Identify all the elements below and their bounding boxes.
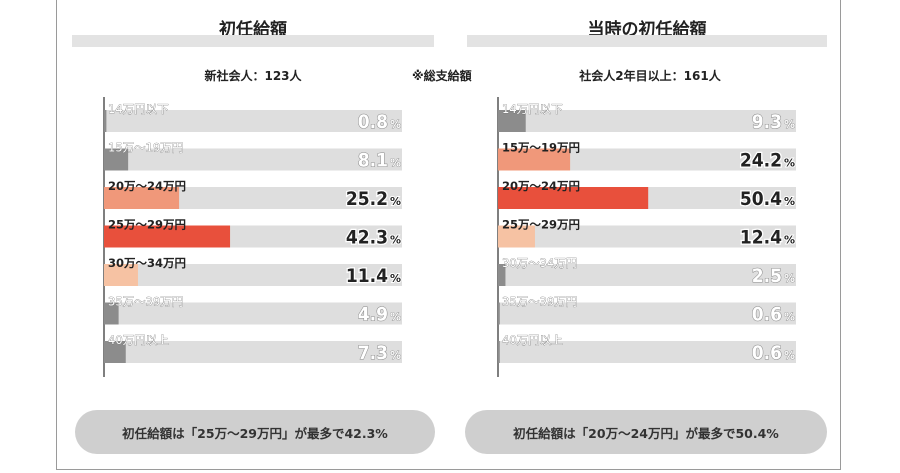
data-label: 12.4 [740,227,782,249]
data-label: 50.4 [740,188,782,210]
data-label: 24.2 [740,150,782,172]
category-label: 35万～39万円 [502,295,577,309]
left-title-underline [72,35,434,47]
left-chart-subtitle: 新社会人：123人 [204,69,302,83]
bar [498,225,535,248]
category-label: 15万～19万円 [108,141,183,155]
bar-track [104,302,402,325]
bar-track [104,264,402,286]
category-label: 30万～34万円 [108,256,186,270]
data-label-unit: % [784,157,795,170]
right-summary-pill: 初任給額は「20万～24万円」が最多で50.4% [465,410,827,454]
data-label: 0.8 [358,111,388,133]
data-label-unit: % [784,311,795,324]
bar-track [498,148,796,171]
data-label: 0.6 [752,342,782,364]
right-chart-subtitle: 社会人2年目以上：161人 [579,69,721,83]
category-label: 40万円以上 [108,333,169,347]
bar [498,302,500,325]
bar [498,264,506,286]
left-bar-chart: 14万円以下 0.8 % 15万～19万円 8.1 % 20万～24万円 25.2 % 25万～2… [103,97,402,377]
data-label: 4.9 [358,304,388,326]
data-label-unit: % [390,157,401,170]
left-summary-pill: 初任給額は「25万～29万円」が最多で42.3% [75,410,435,454]
bar-track [498,264,796,286]
data-label-unit: % [390,311,401,324]
data-label-unit: % [784,118,795,131]
bar [104,110,107,132]
bar [104,187,180,209]
data-label: 2.5 [752,265,782,287]
data-label-unit: % [784,349,795,362]
data-label: 0.6 [752,304,782,326]
bar [498,148,571,171]
bar-track [498,302,796,325]
bar-track [104,110,402,132]
category-label: 25万～29万円 [108,218,186,232]
right-bar-chart: 14万円以下 9.3 % 15万～19万円 24.2 % 20万～24万円 50.4 % 25万～… [497,97,796,377]
data-label: 7.3 [358,342,388,364]
data-label: 25.2 [346,188,388,210]
bar [498,110,526,132]
category-label: 20万～24万円 [108,179,186,193]
category-label: 14万円以下 [108,102,169,116]
category-label: 40万円以上 [502,333,563,347]
data-label-unit: % [784,234,795,247]
data-label-unit: % [390,272,401,285]
category-label: 20万～24万円 [502,179,580,193]
bar [498,341,500,363]
data-label: 42.3 [346,227,388,249]
bar [104,225,231,248]
category-label: 14万円以下 [502,102,563,116]
gross-pay-note: ※総支給額 [412,69,472,83]
right-title-underline [467,35,827,47]
data-label-unit: % [390,195,401,208]
bar [498,187,649,209]
data-label-unit: % [784,272,795,285]
bar-track [498,225,796,248]
category-label: 35万～39万円 [108,295,183,309]
data-label-unit: % [784,195,795,208]
bar [104,341,126,363]
bar-track [498,110,796,132]
data-label-unit: % [390,234,401,247]
category-label: 25万～29万円 [502,218,580,232]
bar [104,302,119,325]
data-label: 11.4 [346,265,388,287]
data-label: 9.3 [752,111,782,133]
bar-track [498,341,796,363]
bar-track [104,148,402,171]
data-label-unit: % [390,118,401,131]
category-label: 30万～34万円 [502,256,577,270]
data-label-unit: % [390,349,401,362]
category-label: 15万～19万円 [502,141,580,155]
data-label: 8.1 [358,150,388,172]
bar [104,148,129,171]
figure-frame [56,0,841,470]
bar-track [104,341,402,363]
bar [104,264,138,286]
